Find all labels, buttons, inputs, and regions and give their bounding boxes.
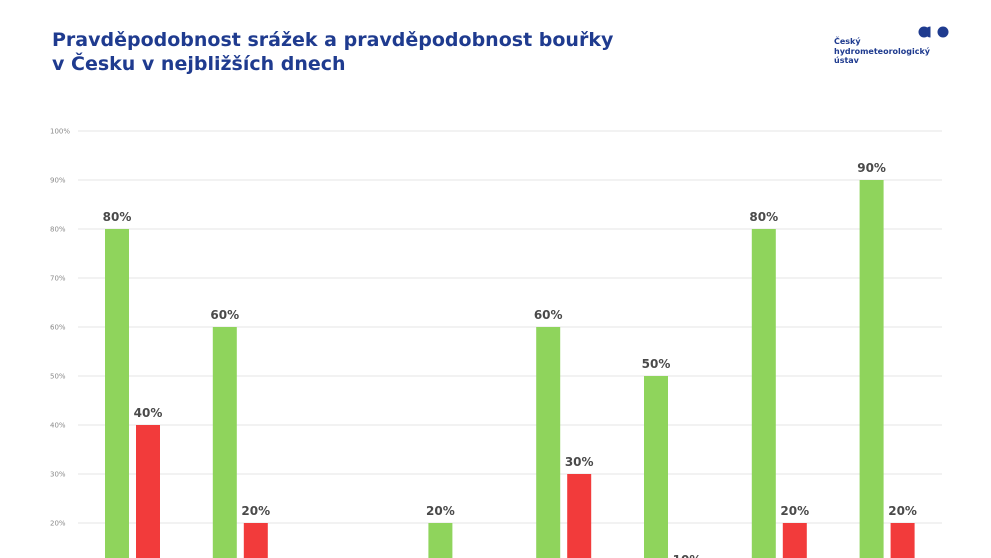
bar-storm [243,523,268,558]
chmi-logo-mark-icon [918,26,949,38]
chart-title: Pravděpodobnost srážek a pravděpodobnost… [52,28,613,76]
bar-storm [782,523,807,558]
bar-storm [567,474,592,558]
bar-precipitation [644,376,668,558]
y-tick-label: 20% [50,520,66,528]
value-label: 20% [888,504,917,518]
y-tick-label: 40% [50,422,66,430]
value-label: 20% [780,504,809,518]
chart-title-line-2: v Česku v nejbližších dnech [52,53,346,75]
value-label: 40% [134,406,163,420]
logo-line-1: Český [834,37,861,46]
value-labels: 80% 60% 20% 60% 50% 80% 90% 40% 20% 30% 10% 20% 20% [103,161,917,558]
chart-title-line-1: Pravděpodobnost srážek a pravděpodobnost… [52,29,614,51]
y-axis-ticks: 100% 90% 80% 70% 60% 50% 40% 30% 20% [50,128,70,528]
value-label: 60% [534,308,563,322]
y-tick-label: 90% [50,177,66,185]
logo-line-2: hydrometeorologický [834,46,931,56]
y-tick-label: 80% [50,226,66,234]
bar-precipitation [212,327,237,558]
grid-lines [78,130,942,524]
bar-storm [890,523,915,558]
value-label: 80% [749,210,778,224]
bar-precipitation [536,327,561,558]
logo-line-3: ústav [834,56,859,65]
bars [105,180,915,558]
bar-precipitation [105,229,129,558]
chmi-logo-text: Český hydrometeorologický ústav [834,37,930,66]
value-label: 20% [241,504,270,518]
bar-storm [136,425,160,558]
value-label: 10% [673,553,702,558]
value-label: 30% [565,455,594,469]
value-label: 50% [642,357,671,371]
value-label: 90% [857,161,886,175]
value-label: 20% [426,504,455,518]
value-label: 60% [210,308,239,322]
bar-precipitation [859,180,884,558]
bar-precipitation [751,229,776,558]
y-tick-label: 60% [50,324,66,332]
chmi-logo: Český hydrometeorologický ústav [834,26,954,76]
value-label: 80% [103,210,132,224]
y-tick-label: 100% [50,128,70,136]
y-tick-label: 70% [50,275,66,283]
y-tick-label: 50% [50,373,66,381]
y-tick-label: 30% [50,471,66,479]
bar-precipitation [428,523,453,558]
